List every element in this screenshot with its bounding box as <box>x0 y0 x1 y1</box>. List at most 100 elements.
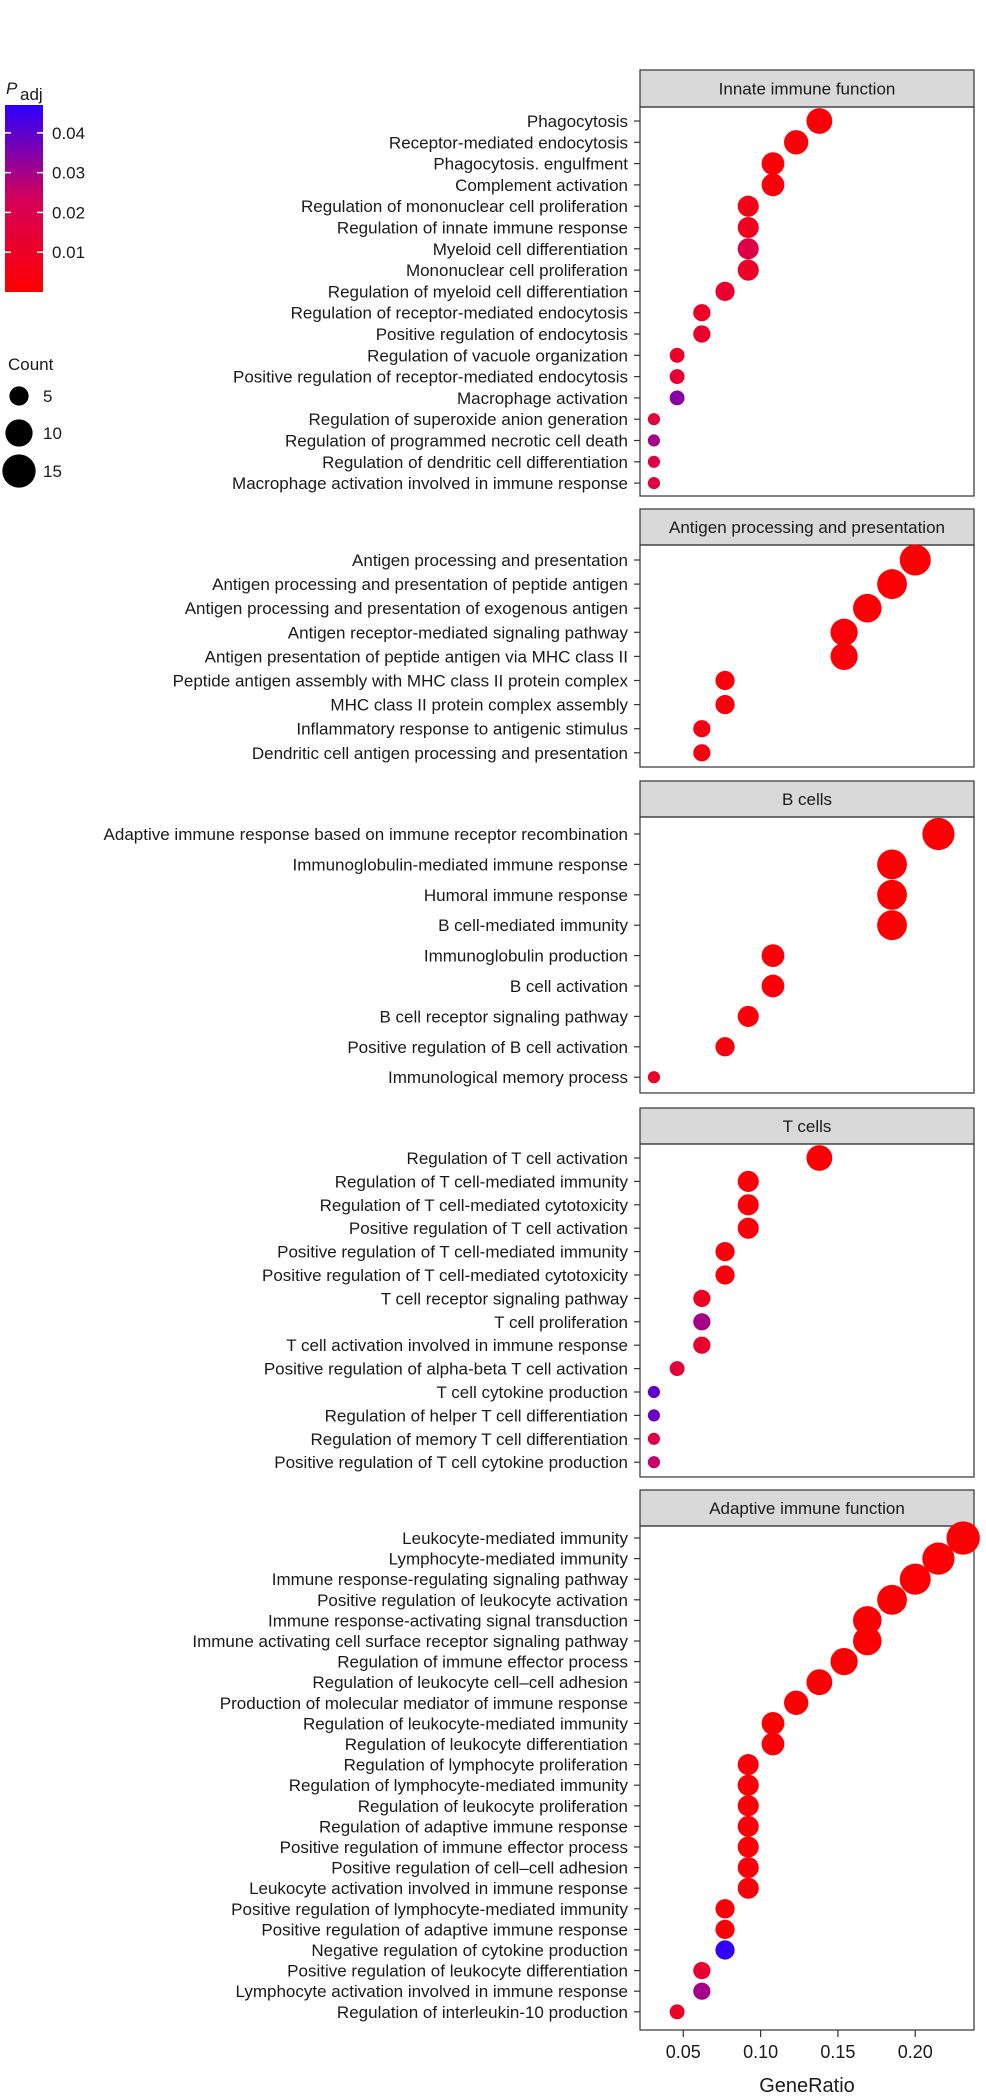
panel-border <box>639 106 975 497</box>
panel-strip <box>639 1107 975 1145</box>
x-tick-label: 0.20 <box>898 2042 933 2062</box>
data-point <box>877 910 907 941</box>
term-label: Complement activation <box>455 176 628 195</box>
panel-title: T cells <box>783 1117 832 1136</box>
data-point <box>715 694 735 715</box>
data-point <box>737 1774 759 1796</box>
data-point <box>647 413 661 426</box>
data-point <box>647 1071 661 1084</box>
term-label: Phagocytosis. engulfment <box>433 155 628 174</box>
term-label: Immunoglobulin-mediated immune response <box>293 855 628 874</box>
term-label: B cell-mediated immunity <box>438 916 628 935</box>
term-label: Positive regulation of leukocyte activat… <box>317 1591 628 1610</box>
panel-title: B cells <box>782 790 832 809</box>
term-label: Regulation of lymphocyte proliferation <box>344 1756 628 1775</box>
data-point <box>737 1836 759 1858</box>
term-label: Positive regulation of receptor-mediated… <box>233 368 628 387</box>
term-label: Regulation of lymphocyte-mediated immuni… <box>289 1776 629 1795</box>
term-label: Humoral immune response <box>424 886 628 905</box>
term-label: Immunological memory process <box>388 1068 628 1087</box>
data-point <box>669 390 685 406</box>
color-legend-ticks: 0.04 0.03 0.02 0.01 <box>5 124 85 262</box>
data-point <box>830 1647 858 1676</box>
size-legend-entries: 5 10 15 <box>2 386 62 488</box>
data-point <box>693 1313 711 1331</box>
data-point <box>647 477 661 490</box>
color-legend-title-sub: adj <box>20 85 43 104</box>
term-label: Regulation of memory T cell differentiat… <box>310 1430 628 1449</box>
term-label: B cell activation <box>510 977 628 996</box>
term-label: Peptide antigen assembly with MHC class … <box>173 672 629 691</box>
data-point <box>715 281 735 302</box>
term-label: Leukocyte activation involved in immune … <box>249 1879 628 1898</box>
term-label: T cell proliferation <box>494 1313 628 1332</box>
term-label: Regulation of leukocyte cell–cell adhesi… <box>312 1673 628 1692</box>
size-legend-dot <box>9 386 29 406</box>
data-point <box>830 618 858 646</box>
term-label: Positive regulation of lymphocyte-mediat… <box>231 1900 628 1919</box>
data-point <box>715 1265 735 1285</box>
data-point <box>715 1919 735 1940</box>
color-tick-label: 0.01 <box>52 243 85 262</box>
term-label: Positive regulation of leukocyte differe… <box>287 1962 628 1981</box>
data-point <box>647 455 661 468</box>
data-point <box>715 1037 735 1057</box>
data-point <box>806 1145 833 1171</box>
x-tick-label: 0.05 <box>666 2042 701 2062</box>
data-point <box>877 849 907 880</box>
term-label: Positive regulation of alpha-beta T cell… <box>264 1360 628 1379</box>
term-label: Myeloid cell differentiation <box>433 240 628 259</box>
panel: B cells Adaptive immune response based on… <box>104 780 975 1094</box>
term-label: Immune response-activating signal transd… <box>268 1611 628 1630</box>
data-point <box>669 1361 685 1377</box>
term-label: Mononuclear cell proliferation <box>406 261 628 280</box>
term-label: T cell cytokine production <box>436 1383 628 1402</box>
size-legend: Count 5 10 15 <box>2 355 62 488</box>
term-label: Regulation of receptor-mediated endocyto… <box>291 304 628 323</box>
term-label: Phagocytosis <box>527 112 628 131</box>
term-label: Regulation of programmed necrotic cell d… <box>285 432 628 451</box>
term-label: Immune response-regulating signaling pat… <box>272 1570 629 1589</box>
data-point <box>693 744 711 762</box>
data-point <box>806 108 833 134</box>
term-label: Regulation of dendritic cell differentia… <box>322 453 628 472</box>
data-point <box>693 325 711 343</box>
panel-title: Antigen processing and presentation <box>669 518 945 537</box>
panel-title: Adaptive immune function <box>709 1499 905 1518</box>
data-point <box>693 1336 711 1354</box>
term-label: Regulation of helper T cell differentiat… <box>325 1406 628 1425</box>
data-point <box>737 1877 759 1899</box>
data-point <box>899 544 931 576</box>
panel-border <box>639 1525 975 2031</box>
data-point <box>899 1563 931 1595</box>
term-label: Production of molecular mediator of immu… <box>220 1694 628 1713</box>
size-legend-title: Count <box>8 355 54 374</box>
term-label: Regulation of interleukin-10 production <box>337 2003 628 2022</box>
data-point <box>783 130 809 155</box>
data-point <box>647 1385 661 1399</box>
term-label: Regulation of T cell-mediated cytotoxici… <box>320 1196 629 1215</box>
term-label: Dendritic cell antigen processing and pr… <box>252 744 628 763</box>
panel: Adaptive immune function Leukocyte-mediat… <box>192 1489 980 2031</box>
term-label: Regulation of vacuole organization <box>367 346 628 365</box>
data-point <box>647 434 661 447</box>
term-label: Antigen processing and presentation of p… <box>212 575 628 594</box>
term-label: Adaptive immune response based on immune… <box>104 825 628 844</box>
data-point <box>783 1690 809 1715</box>
color-tick-label: 0.02 <box>52 203 85 222</box>
data-point <box>853 593 882 623</box>
data-point <box>761 974 785 998</box>
data-point <box>853 1606 882 1635</box>
x-tick-label: 0.15 <box>820 2042 855 2062</box>
data-point <box>946 1521 980 1555</box>
data-point <box>806 1669 833 1696</box>
x-axis: 0.05 0.10 0.15 0.20 GeneRatio <box>666 2030 933 2097</box>
data-point <box>669 369 685 385</box>
x-tick-label: 0.10 <box>743 2042 778 2062</box>
data-point <box>737 1795 759 1817</box>
data-point <box>647 1409 661 1422</box>
term-label: Regulation of immune effector process <box>337 1653 628 1672</box>
data-point <box>737 1217 759 1239</box>
term-label: Positive regulation of adaptive immune r… <box>261 1920 628 1939</box>
